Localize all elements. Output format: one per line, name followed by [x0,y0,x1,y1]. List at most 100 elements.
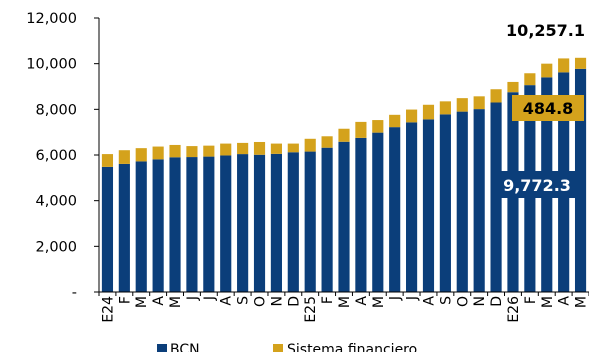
x-tick-label: M [134,296,150,308]
bar-bcn [355,137,367,292]
bar-sistema-financiero [304,138,316,152]
x-tick-label: D [489,296,505,307]
y-tick-label: 10,000 [26,57,77,73]
legend: BCN Sistema financiero [157,342,417,352]
bar-bcn [473,109,485,292]
legend-swatch-bcn [157,344,167,352]
x-tick-label: M [337,296,353,308]
bar-sistema-financiero [524,73,536,86]
bar-sistema-financiero [169,144,181,158]
bar-sistema-financiero [287,143,299,153]
bar-sistema-financiero [389,114,401,128]
bar-bcn [203,156,215,292]
bar-sistema-financiero [456,98,468,112]
bar-bcn [338,141,350,292]
bar-sistema-financiero [490,89,502,103]
x-tick-label: A [219,296,235,306]
bar-sistema-financiero [101,154,114,167]
bar-sistema-financiero [237,142,249,155]
x-axis: E24 F M A M J J A S O N D E25 F M A M J J A S O N D E26 F M A M [98,291,589,323]
bar-bcn [439,114,451,293]
x-tick-label: D [286,296,302,307]
bar-sistema-financiero [372,120,384,133]
bar-bcn [372,132,384,292]
bar-bcn [406,122,418,293]
bcn-label-box [491,171,584,198]
x-tick-label: S [438,296,454,305]
x-tick-label: M [371,296,387,308]
bar-bcn [135,161,147,292]
bar-sistema-financiero [439,101,451,115]
bar-sistema-financiero [253,141,266,155]
bcn-label: 9,772.3 [503,176,571,195]
bar-sistema-financiero [406,109,418,123]
x-tick-label: N [269,296,285,306]
x-tick-label: A [354,296,370,306]
bar-sistema-financiero [558,58,570,73]
y-tick-label: 4,000 [35,194,77,210]
x-tick-label: A [151,296,167,306]
bar-bcn [253,154,266,292]
bar-sistema-financiero [135,148,147,162]
annotations: 10,257.1 484.8 9,772.3 [491,21,585,198]
y-tick-label: 6,000 [35,148,77,164]
bar-sistema-financiero [321,136,333,148]
y-tick-label: 8,000 [35,102,77,118]
bar-bcn [304,151,316,292]
bar-bcn [169,157,181,292]
x-tick-label: E26 [506,296,522,323]
sf-label-box [512,95,584,121]
legend-label-sistema-financiero: Sistema financiero [287,342,417,352]
bar-sistema-financiero [270,143,282,154]
bar-sistema-financiero [118,150,130,164]
bar-bcn [152,159,164,292]
y-tick-label: - [72,285,77,301]
x-tick-label: N [472,296,488,306]
bar-bcn [456,111,468,292]
x-tick-label: J [388,296,404,301]
bar-sistema-financiero [338,128,350,142]
bar-bcn [287,152,299,292]
bar-sistema-financiero [574,57,587,69]
x-tick-label: J [202,296,218,301]
sf-label: 484.8 [523,99,574,118]
bar-bcn [118,163,130,292]
x-tick-label: F [320,296,336,304]
x-tick-label: A [557,296,573,306]
y-tick-label: 2,000 [35,239,77,255]
y-axis: - 2,000 4,000 6,000 8,000 10,000 12,000 [26,11,100,301]
x-tick-label: J [185,296,201,301]
x-tick-label: S [236,296,252,305]
bar-sistema-financiero [541,63,553,78]
legend-swatch-sistema-financiero [273,344,283,352]
bar-sistema-financiero [355,121,367,138]
bar-bcn [321,147,333,292]
y-tick-label: 12,000 [26,11,77,27]
bar-sistema-financiero [473,96,485,110]
bar-sistema-financiero [152,146,164,160]
x-tick-label: J [405,296,421,301]
x-tick-label: O [253,296,269,307]
bar-bcn [422,119,435,292]
x-tick-label: E25 [303,296,319,323]
total-label: 10,257.1 [506,21,585,40]
legend-label-bcn: BCN [170,342,200,352]
x-tick-label: M [574,296,589,308]
x-tick-label: A [421,296,437,306]
bar-bcn [101,166,114,292]
x-tick-label: E24 [100,296,116,323]
bar-bcn [389,127,401,292]
bar-sistema-financiero [186,146,198,158]
bar-bcn [220,155,232,292]
bar-sistema-financiero [203,145,215,157]
bar-sistema-financiero [220,143,232,156]
x-tick-label: M [168,296,184,308]
x-tick-label: M [540,296,556,308]
bar-sistema-financiero [422,104,435,120]
x-tick-label: O [455,296,471,307]
bar-sistema-financiero [507,81,519,93]
bar-bcn [186,157,198,292]
bar-bcn [237,154,249,292]
x-tick-label: F [117,296,133,304]
